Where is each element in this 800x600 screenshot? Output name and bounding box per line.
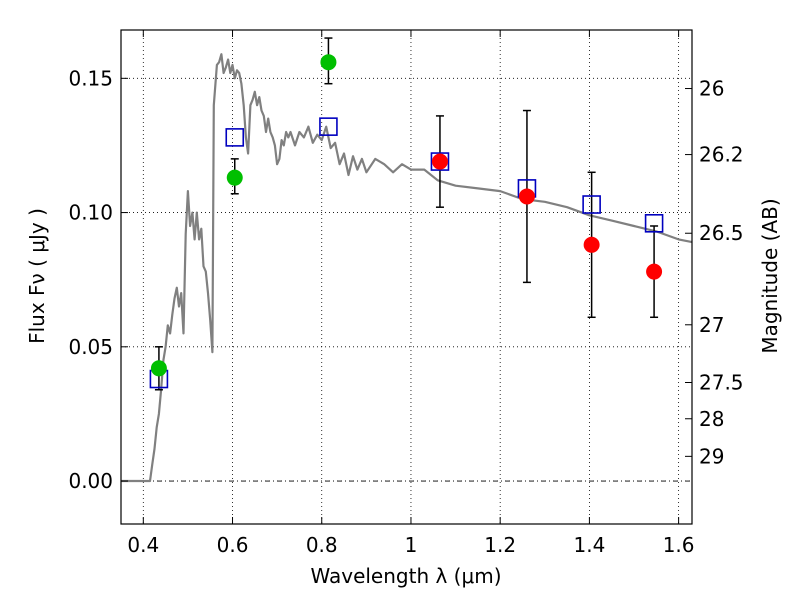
red-data-point (646, 263, 663, 280)
green-data-point (320, 54, 337, 71)
y2-axis-title: Magnitude (AB) (758, 198, 782, 353)
model-square-marker (319, 117, 338, 136)
x-tick-label: 0.6 (217, 533, 249, 557)
y2-tick-label: 26.5 (699, 221, 744, 245)
model-square-marker (225, 128, 245, 147)
x-tick-label: 1.2 (484, 533, 516, 557)
ticks: 0.4 0.6 0.8 1 1.2 1.4 1.6 0.00 0.05 0.10 0.15 26 26.… (68, 30, 744, 557)
plot-frame (120, 29, 693, 525)
red-data-point (431, 153, 448, 170)
y-tick-label: 0.00 (68, 469, 113, 493)
y-axis-title: Flux Fν ( μJy ) (25, 208, 49, 344)
y2-tick-label: 27.5 (699, 371, 744, 395)
x-axis-title: Wavelength λ (μm) (310, 564, 501, 588)
x-tick-label: 1.6 (663, 533, 695, 557)
data-markers (149, 54, 664, 389)
y2-tick-label: 29 (699, 444, 724, 468)
model-spectrum-line (121, 53, 693, 483)
model-square-marker (644, 214, 664, 233)
y2-tick-label: 26.2 (699, 143, 744, 167)
red-data-point (583, 236, 600, 253)
x-tick-label: 0.4 (127, 533, 159, 557)
x-tick-label: 0.8 (306, 533, 338, 557)
x-tick-label: 1.4 (573, 533, 605, 557)
red-data-point (518, 188, 535, 205)
y2-tick-label: 28 (699, 407, 724, 431)
x-tick-label: 1 (405, 533, 418, 557)
green-data-point (226, 169, 243, 186)
y-tick-label: 0.10 (68, 201, 113, 225)
y-tick-label: 0.15 (68, 66, 113, 90)
green-data-point (150, 360, 167, 377)
model-square-marker (582, 195, 601, 214)
model-spectrum (121, 53, 693, 483)
model-square-marker (430, 152, 450, 171)
y2-tick-label: 27 (699, 313, 724, 337)
y-tick-label: 0.05 (68, 335, 113, 359)
y2-tick-label: 26 (699, 77, 724, 101)
